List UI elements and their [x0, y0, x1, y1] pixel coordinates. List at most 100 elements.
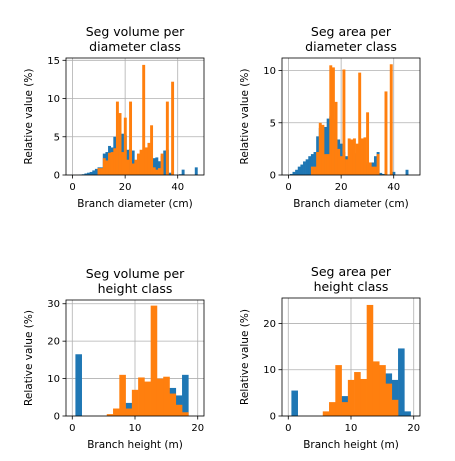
- bar: [404, 411, 411, 416]
- bar: [324, 126, 327, 175]
- bar: [182, 374, 189, 416]
- bar: [376, 154, 380, 175]
- bar: [381, 173, 385, 175]
- bar: [313, 166, 317, 175]
- y-tick-label: 10: [263, 66, 276, 77]
- bar: [310, 166, 314, 175]
- bar: [372, 361, 380, 416]
- bar: [94, 168, 98, 175]
- bar: [131, 389, 139, 416]
- bar: [297, 166, 301, 175]
- bar: [110, 152, 114, 175]
- bar: [181, 169, 185, 175]
- bar: [322, 411, 330, 416]
- bar: [139, 149, 143, 175]
- x-tick-label: 40: [387, 182, 400, 193]
- bar: [194, 167, 198, 175]
- bar: [363, 137, 367, 175]
- bar: [289, 173, 293, 175]
- bar: [331, 67, 335, 175]
- bar: [350, 139, 354, 175]
- bar: [138, 377, 145, 416]
- bar: [347, 138, 351, 175]
- bar: [123, 117, 127, 175]
- bar: [334, 101, 338, 175]
- bar: [131, 150, 135, 175]
- chart-title: Seg volume per: [86, 24, 185, 39]
- bar: [163, 150, 167, 175]
- y-tick-label: 0: [270, 412, 276, 423]
- bar: [316, 152, 320, 175]
- bar: [113, 408, 120, 416]
- bar: [371, 166, 375, 175]
- bar: [329, 65, 333, 175]
- chart-title: Seg volume per: [86, 266, 185, 281]
- bar: [300, 164, 304, 175]
- bar: [295, 169, 299, 175]
- chart-title: Seg area per: [311, 24, 392, 39]
- x-tick-label: 20: [407, 423, 420, 434]
- chart-title: height class: [314, 279, 389, 294]
- y-tick-label: 20: [263, 319, 276, 330]
- x-tick-label: 20: [191, 423, 204, 434]
- x-tick-label: 20: [335, 182, 348, 193]
- bar: [160, 153, 164, 175]
- bar: [385, 383, 393, 416]
- bar: [169, 393, 177, 416]
- y-tick-label: 30: [47, 299, 60, 310]
- chart-title: height class: [98, 281, 173, 296]
- bar: [92, 170, 96, 175]
- x-tick-label: 0: [69, 423, 75, 434]
- bar: [310, 154, 314, 175]
- bar: [136, 153, 140, 175]
- bar: [355, 143, 359, 175]
- bar: [318, 122, 322, 175]
- bar: [119, 374, 126, 416]
- bar: [360, 378, 367, 416]
- bar: [354, 372, 361, 416]
- bar: [147, 142, 151, 175]
- bar: [405, 169, 409, 175]
- bar: [358, 72, 362, 175]
- bar: [379, 172, 383, 175]
- bar: [125, 408, 133, 416]
- bar: [352, 138, 356, 175]
- bar: [126, 159, 130, 175]
- bar: [156, 378, 164, 416]
- y-tick-label: 5: [270, 118, 276, 129]
- bar: [105, 160, 109, 175]
- bar: [391, 399, 399, 416]
- bar: [342, 69, 346, 175]
- y-axis-label: Relative value (%): [239, 69, 251, 165]
- bar: [84, 173, 88, 175]
- x-axis-label: Branch diameter (cm): [293, 198, 409, 210]
- bar: [379, 365, 386, 416]
- chart-title: diameter class: [305, 39, 397, 54]
- bar: [335, 365, 342, 416]
- bar: [339, 156, 343, 175]
- bar: [326, 118, 330, 175]
- y-axis-label: Relative value (%): [23, 310, 35, 406]
- bar: [321, 124, 325, 175]
- bar: [303, 161, 306, 175]
- bar: [398, 348, 405, 416]
- bar: [389, 64, 393, 175]
- y-tick-label: 20: [47, 337, 60, 348]
- y-axis-label: Relative value (%): [239, 309, 251, 405]
- bar: [347, 379, 355, 416]
- bar: [374, 156, 377, 175]
- bar: [168, 172, 172, 175]
- x-tick-label: 10: [129, 423, 142, 434]
- bar: [150, 305, 158, 416]
- bar: [182, 412, 189, 416]
- y-axis-label: Relative value (%): [23, 69, 35, 165]
- bar: [118, 113, 122, 175]
- bar: [374, 166, 377, 175]
- bar: [102, 158, 106, 175]
- y-tick-label: 0: [54, 412, 60, 423]
- bar: [291, 390, 298, 416]
- bar: [155, 169, 159, 175]
- x-tick-label: 20: [119, 182, 132, 193]
